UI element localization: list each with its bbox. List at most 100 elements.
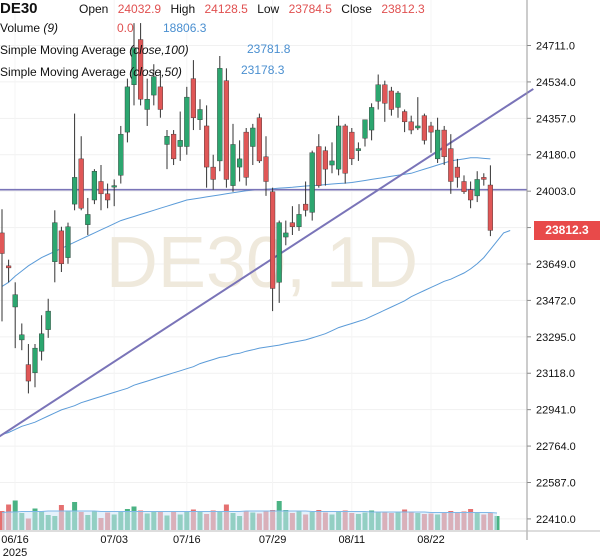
x-tick-label: 06/16 (1, 534, 29, 546)
x-tick-label: 08/11 (338, 534, 365, 546)
candle-body (217, 68, 223, 162)
y-tick-label: 23649.0 (536, 259, 576, 271)
candle-body (25, 364, 32, 382)
candle-body (85, 214, 91, 225)
candle-body (131, 47, 137, 85)
open-value: 24032.9 (117, 2, 162, 16)
x-tick-label: 07/16 (173, 534, 201, 546)
candle-body (164, 136, 170, 145)
chart-watermark: DE30, 1D (106, 223, 418, 303)
candle-body (289, 222, 296, 227)
candle-body (402, 111, 408, 123)
y-tick-label: 24357.0 (536, 113, 576, 125)
sma50-line (1, 230, 511, 435)
low-label: Low (257, 2, 280, 16)
candle-body (184, 96, 190, 147)
candle-body (309, 152, 315, 213)
x-tick-label: 07/29 (259, 534, 287, 546)
candle-body (124, 86, 131, 133)
volume-indicator-label: Volume (0, 21, 41, 35)
candle-body (388, 90, 395, 110)
y-tick-label: 22764.0 (536, 441, 576, 453)
candle-body (362, 119, 368, 139)
candle-body (316, 146, 322, 186)
candle-body (151, 76, 157, 96)
candle-body (441, 129, 447, 158)
candle-body (137, 39, 144, 100)
candle-body (223, 80, 230, 180)
volume-pane (0, 500, 500, 530)
y-tick-label: 22587.0 (536, 477, 576, 489)
sma50-param: (close,50) (129, 65, 182, 79)
x-tick-label-year: 2025 (3, 547, 27, 558)
candle-body (468, 189, 474, 201)
candle-body (303, 203, 309, 211)
candle-body (283, 232, 289, 238)
candle-body (210, 166, 216, 180)
y-tick-label: 23118.0 (536, 368, 575, 380)
y-tick-label: 23472.0 (536, 295, 576, 307)
candle-body (144, 98, 150, 110)
candle-body (58, 230, 65, 264)
candle-body (270, 191, 276, 289)
candle-body (382, 84, 388, 104)
candle-body (5, 265, 12, 269)
candle-body (91, 171, 98, 201)
open-label: Open (79, 2, 109, 16)
high-label: High (170, 2, 196, 16)
high-value: 24128.5 (204, 2, 248, 16)
candle-body (230, 144, 236, 186)
candle-body (0, 232, 5, 254)
candle-body (342, 125, 348, 174)
y-axis: 24711.024534.024357.024180.024003.023826… (526, 0, 576, 540)
candle-body (71, 177, 78, 205)
candle-body (190, 78, 197, 118)
candle-body (203, 125, 210, 168)
sma100-label: Simple Moving Average (0, 43, 126, 57)
volume-indicator-param: (9) (43, 21, 59, 35)
sma100-line (1, 157, 491, 287)
sma50-value: 23178.3 (241, 63, 285, 77)
candle-body (395, 92, 401, 108)
candle-body (474, 179, 480, 197)
candle-body (263, 156, 269, 182)
candle-body (170, 133, 177, 160)
candle-body (98, 181, 104, 195)
sma100-param: (close,100) (129, 43, 189, 57)
y-tick-label: 23295.0 (536, 332, 576, 344)
candle-body (236, 158, 243, 168)
candle-body (256, 117, 263, 162)
candle-body (118, 133, 124, 176)
y-tick-label: 22941.0 (536, 405, 576, 417)
candle-body (243, 131, 249, 178)
candle-body (369, 107, 375, 131)
candle-body (322, 150, 329, 170)
y-tick-label: 24534.0 (536, 77, 576, 89)
candle-body (78, 158, 84, 209)
candle-body (177, 140, 183, 147)
candle-body (421, 115, 428, 141)
candle-body (19, 334, 25, 341)
candle-body (435, 129, 441, 160)
candle-body (39, 333, 45, 352)
volume-indicator-value-1: 0.0 (117, 21, 134, 35)
volume-sma-area (2, 511, 497, 530)
candle-body (408, 121, 414, 131)
candle-body (329, 160, 335, 166)
candle-body (454, 166, 461, 178)
candle-body (250, 127, 256, 147)
candle-body (296, 214, 302, 227)
candle-body (276, 222, 282, 283)
x-tick-label: 08/22 (417, 534, 445, 546)
candle-body (104, 193, 111, 201)
candle-body (157, 86, 164, 110)
indicator-lines (0, 88, 534, 438)
y-tick-label: 24180.0 (536, 150, 576, 162)
sma100-value: 23781.8 (247, 42, 291, 56)
candle-body (12, 294, 18, 308)
candle-body (336, 125, 342, 170)
candle-body (349, 131, 355, 160)
y-tick-label: 24003.0 (536, 186, 576, 198)
